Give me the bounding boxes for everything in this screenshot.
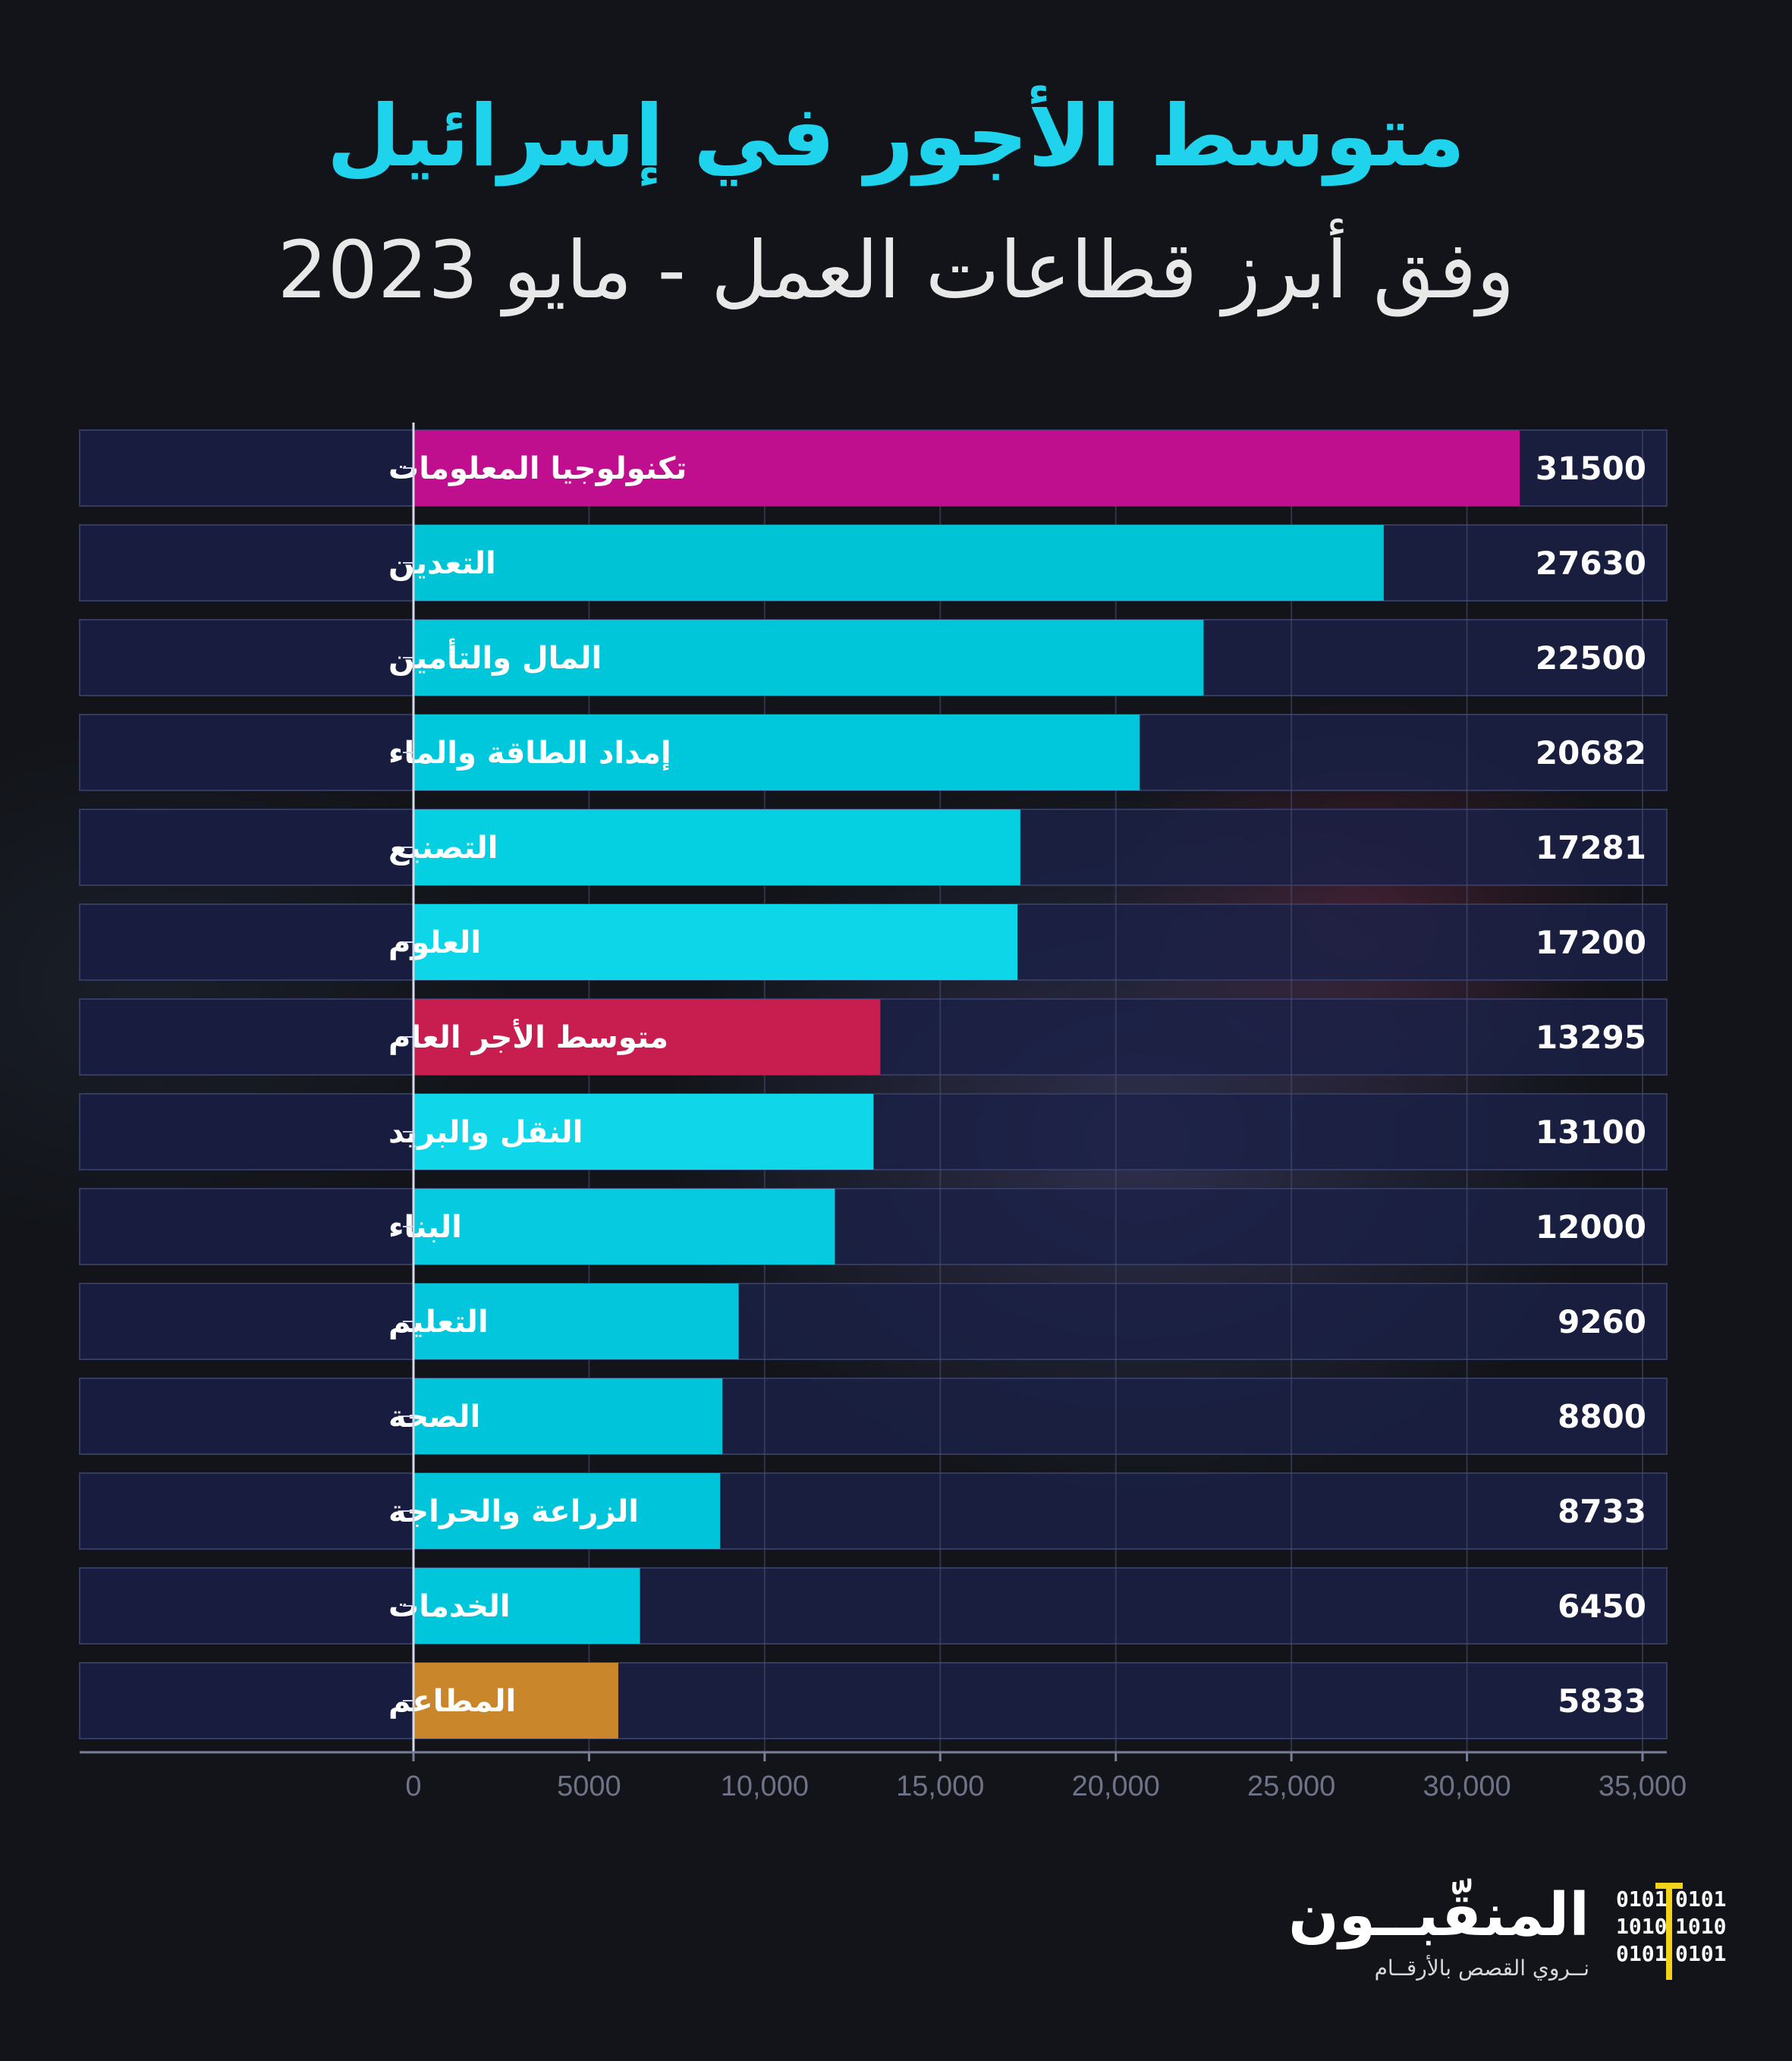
bar (413, 1283, 739, 1359)
value-label: 17200 (1536, 924, 1646, 961)
value-label: 12000 (1536, 1208, 1646, 1246)
bar (413, 904, 1018, 980)
category-label-box (79, 524, 414, 602)
bar (413, 525, 1384, 601)
category-label-box (79, 809, 414, 886)
x-tick-label: 15,000 (896, 1770, 984, 1802)
category-label: العلوم (388, 925, 481, 960)
bar (413, 1094, 874, 1170)
value-label: 5833 (1558, 1682, 1646, 1720)
x-tick-label: 20,000 (1072, 1770, 1160, 1802)
category-label-box (79, 1378, 414, 1455)
bar (413, 999, 881, 1075)
bar (413, 620, 1204, 696)
bar (413, 1189, 835, 1265)
category-label-box (79, 1567, 414, 1645)
value-label: 13295 (1536, 1019, 1646, 1056)
brand-logo: المنقّبــون نــروي القصص بالأرقــام 0101… (1288, 1881, 1727, 1987)
value-label: 20682 (1536, 734, 1646, 771)
x-tick-label: 5000 (557, 1770, 621, 1802)
binary-pickaxe-icon: 0101 1010 0101 0101 1010 0101 (1616, 1883, 1727, 1981)
value-label: 27630 (1536, 545, 1646, 582)
bar (413, 1378, 723, 1454)
category-label-box (79, 1283, 414, 1360)
value-label: 31500 (1536, 450, 1646, 487)
bar (413, 809, 1020, 885)
bar (413, 1473, 721, 1549)
category-label-box (79, 429, 414, 507)
category-label: تكنولوجيا المعلومات (388, 451, 687, 486)
bar (413, 1568, 640, 1644)
brand-name: المنقّبــون (1288, 1881, 1589, 1949)
x-tick-label: 10,000 (721, 1770, 809, 1802)
category-label-box (79, 1188, 414, 1265)
value-label: 6450 (1558, 1588, 1646, 1625)
chart-subtitle: وفق أبرز قطاعات العمل - مايو 2023 (277, 224, 1515, 316)
value-label: 13100 (1536, 1114, 1646, 1151)
x-tick-label: 0 (405, 1770, 421, 1802)
bar (413, 715, 1140, 790)
x-tick-label: 25,000 (1247, 1770, 1335, 1802)
value-label: 8733 (1558, 1493, 1646, 1530)
binary-text: 0101 (1616, 1887, 1668, 1912)
category-label-box (79, 1472, 414, 1550)
category-label-box (79, 998, 414, 1076)
value-label: 9260 (1558, 1303, 1646, 1340)
category-label: الزراعة والحراجة (388, 1494, 639, 1529)
category-label: متوسط الأجر العام (388, 1018, 668, 1055)
category-label: إمداد الطاقة والماء (388, 736, 671, 771)
binary-text: 0101 (1616, 1941, 1668, 1966)
category-label: البناء (388, 1210, 462, 1245)
category-label-box (79, 903, 414, 981)
category-label-box (79, 714, 414, 791)
category-label-box (79, 619, 414, 696)
value-label: 8800 (1558, 1398, 1646, 1435)
x-tick-label: 35,000 (1599, 1770, 1687, 1802)
chart-title: متوسط الأجور في إسرائيل (326, 87, 1466, 186)
category-label-box (79, 1093, 414, 1170)
binary-text: 0101 (1675, 1887, 1727, 1912)
value-label: 22500 (1536, 639, 1646, 677)
x-tick-label: 30,000 (1423, 1770, 1511, 1802)
category-label: النقل والبريد (388, 1115, 583, 1150)
value-label: 17281 (1536, 829, 1646, 866)
category-label-box (79, 1662, 414, 1739)
bar (413, 430, 1520, 506)
bar (413, 1663, 618, 1739)
category-label: المال والتأمين (388, 638, 602, 676)
category-label: الصحة (388, 1400, 480, 1434)
brand-tagline: نــروي القصص بالأرقــام (1374, 1956, 1589, 1981)
binary-text: 1010 (1616, 1914, 1668, 1939)
binary-text: 1010 (1675, 1914, 1727, 1939)
binary-text: 0101 (1675, 1941, 1727, 1966)
